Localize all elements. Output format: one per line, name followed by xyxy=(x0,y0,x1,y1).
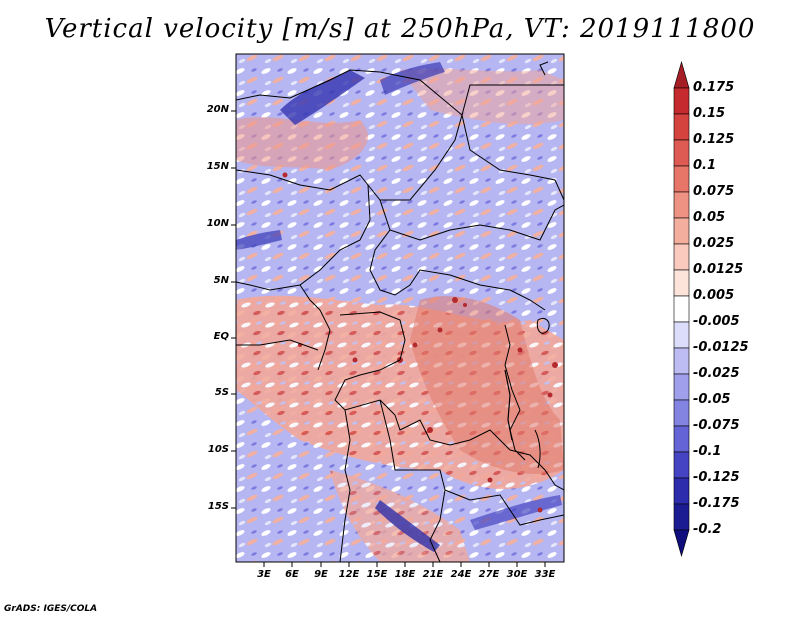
lon-label-30e: 30E xyxy=(506,569,528,580)
colorbar-swatch xyxy=(673,113,690,141)
colorbar-label: 0.15 xyxy=(693,106,726,121)
colorbar-label: -0.005 xyxy=(693,314,740,329)
lon-label-18e: 18E xyxy=(394,569,416,580)
lat-label-10s: 10S xyxy=(207,444,229,455)
map-title: Vertical velocity [m/s] at 250hPa, VT: 2… xyxy=(44,14,756,44)
colorbar-swatch xyxy=(673,139,690,167)
lon-label-33e: 33E xyxy=(534,569,556,580)
colorbar-label: -0.2 xyxy=(693,522,722,537)
map-border xyxy=(235,53,565,563)
axis-ticks xyxy=(231,110,546,567)
lat-label-10n: 10N xyxy=(206,218,229,229)
colorbar-swatch xyxy=(673,503,690,531)
colorbar-swatch xyxy=(673,425,690,453)
country-boundaries xyxy=(236,61,564,562)
colorbar-label: 0.1 xyxy=(693,158,717,173)
colorbar-swatch xyxy=(673,477,690,505)
colorbar-swatch xyxy=(673,87,690,115)
colorbar-swatch xyxy=(673,399,690,427)
colorbar-label: 0.075 xyxy=(693,184,735,199)
colorbar-swatch xyxy=(673,217,690,245)
colorbar-label: 0.05 xyxy=(693,210,726,225)
lon-label-24e: 24E xyxy=(450,569,472,580)
colorbar-swatch xyxy=(673,243,690,271)
colorbar-label: 0.125 xyxy=(693,132,735,147)
lat-label-20n: 20N xyxy=(206,104,229,115)
colorbar-swatch xyxy=(673,373,690,401)
lon-label-3e: 3E xyxy=(257,569,271,580)
lon-label-21e: 21E xyxy=(422,569,444,580)
lat-label-5s: 5S xyxy=(214,387,229,398)
colorbar-label: -0.025 xyxy=(693,366,740,381)
colorbar-swatch xyxy=(673,295,690,323)
colorbar-label: 0.175 xyxy=(693,80,735,95)
colorbar-label: 0.025 xyxy=(693,236,735,251)
colorbar-swatch xyxy=(673,60,690,89)
colorbar-label: -0.175 xyxy=(693,496,740,511)
lat-label-15s: 15S xyxy=(207,501,229,512)
lon-label-9e: 9E xyxy=(314,569,328,580)
colorbar-label: -0.125 xyxy=(693,470,740,485)
colorbar-label: -0.05 xyxy=(693,392,731,407)
lon-label-6e: 6E xyxy=(285,569,299,580)
colorbar-swatch xyxy=(673,321,690,349)
colorbar-swatch xyxy=(673,347,690,375)
lat-label-15n: 15N xyxy=(206,161,229,172)
colorbar-label: 0.0125 xyxy=(693,262,744,277)
colorbar-label: 0.005 xyxy=(693,288,735,303)
colorbar-swatch xyxy=(673,269,690,297)
vertical-velocity-field xyxy=(236,54,564,562)
lon-label-12e: 12E xyxy=(338,569,360,580)
colorbar xyxy=(673,60,690,558)
colorbar-swatch xyxy=(673,191,690,219)
colorbar-label: -0.0125 xyxy=(693,340,749,355)
colorbar-label: -0.075 xyxy=(693,418,740,433)
lat-label-eq: EQ xyxy=(213,331,229,342)
colorbar-label: -0.1 xyxy=(693,444,722,459)
lon-label-27e: 27E xyxy=(478,569,500,580)
colorbar-swatch xyxy=(673,165,690,193)
lat-label-5n: 5N xyxy=(213,275,229,286)
grads-credit: GrADS: IGES/COLA xyxy=(4,604,98,614)
colorbar-swatch xyxy=(673,529,690,558)
colorbar-swatch xyxy=(673,451,690,479)
lon-label-15e: 15E xyxy=(366,569,388,580)
